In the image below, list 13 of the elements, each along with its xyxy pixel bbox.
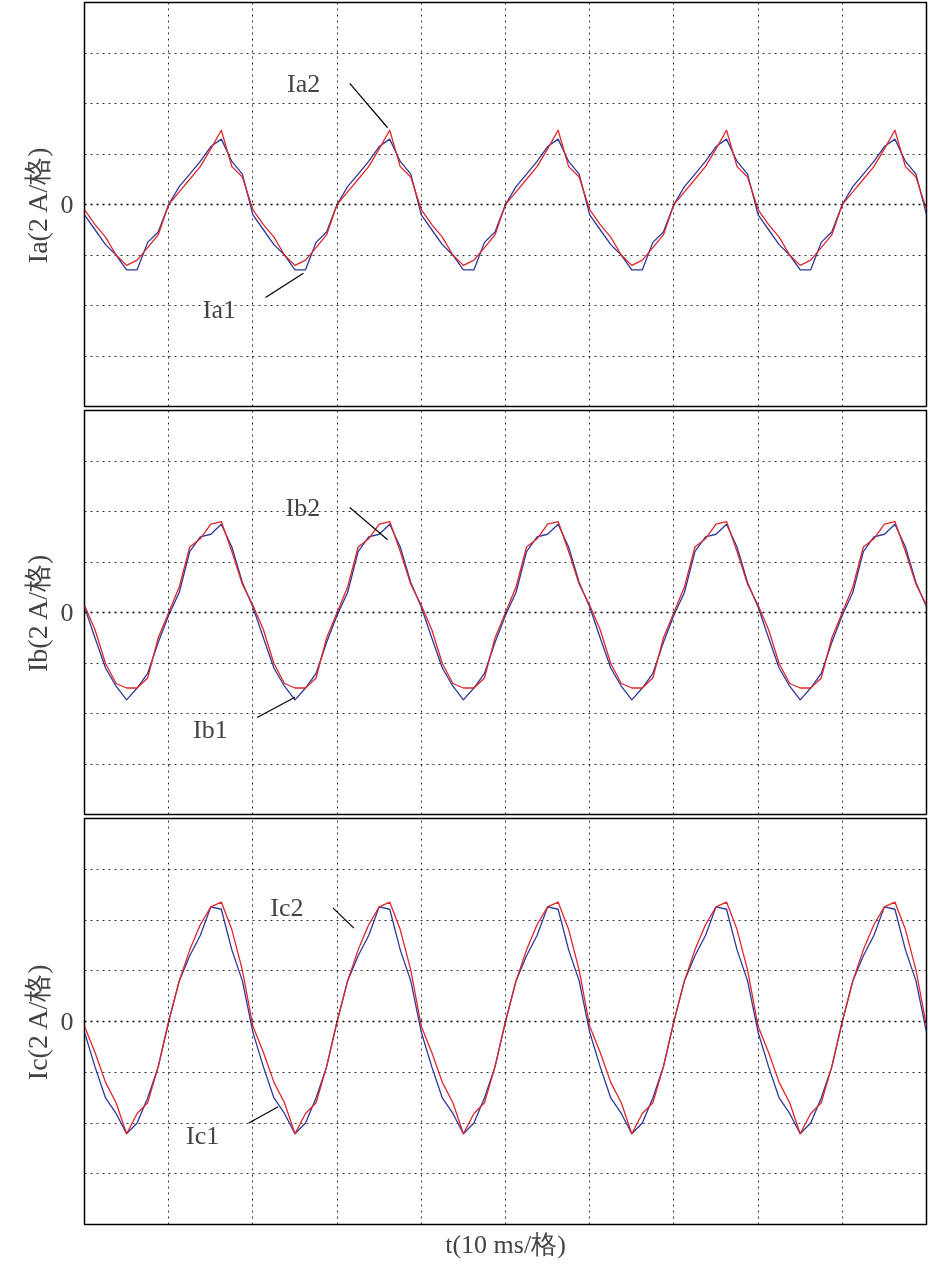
annotation: Ib2: [285, 492, 321, 522]
y-axis-title: Ia(2 A/格): [21, 147, 53, 264]
annotation: Ic2: [270, 893, 304, 923]
x-axis-title: t(10 ms/格): [445, 1229, 566, 1259]
ref-line-label: 0: [60, 1007, 74, 1036]
y-axis-title: Ib(2 A/格): [21, 554, 53, 672]
text: Ia1: [202, 295, 237, 325]
text: Ia2: [287, 68, 321, 98]
ref-line-label: 0: [60, 190, 74, 219]
annotation: Ic1: [186, 1120, 220, 1150]
y-axis-title: Ic(2 A/格): [21, 964, 53, 1081]
ref-line-label: 0: [60, 598, 74, 627]
text: Ib1: [192, 715, 228, 745]
